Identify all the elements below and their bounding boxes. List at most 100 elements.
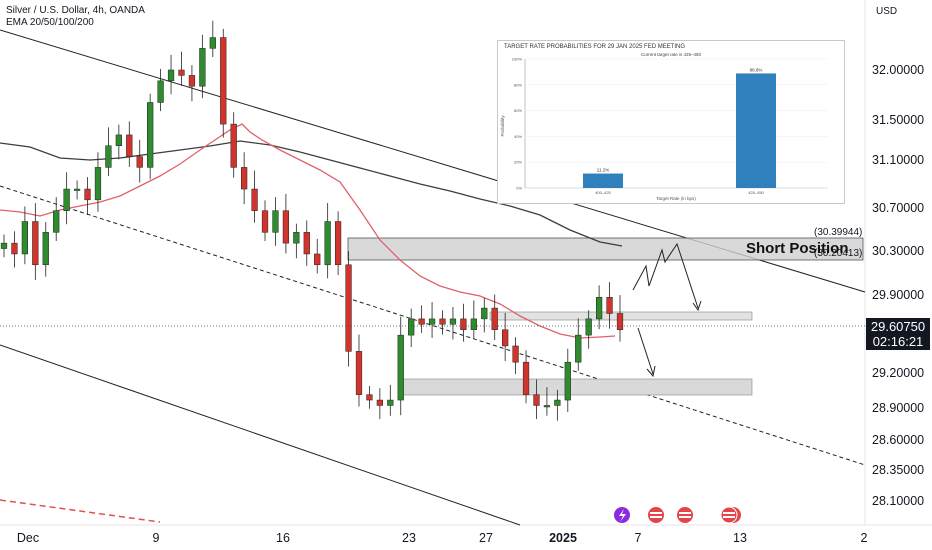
candle-body[interactable] [178, 69, 185, 76]
candle-body[interactable] [42, 232, 49, 266]
candle-body[interactable] [387, 399, 394, 406]
candle-body[interactable] [543, 405, 551, 408]
candle-body[interactable] [470, 318, 477, 330]
candle-body[interactable] [115, 134, 122, 147]
candle-body[interactable] [73, 188, 81, 191]
bar-countdown: 02:16:21 [872, 334, 924, 349]
candle-body[interactable] [136, 156, 143, 168]
candle-body[interactable] [147, 102, 154, 168]
inset-category-label: 425–450 [748, 190, 764, 195]
candle-body[interactable] [188, 75, 196, 87]
projection-arrow-down[interactable] [637, 327, 654, 375]
us-flag-event-icon[interactable] [677, 507, 693, 523]
candle-body[interactable] [585, 318, 592, 336]
candle-body[interactable] [460, 318, 467, 330]
indicator-legend[interactable]: EMA 20/50/100/200 [6, 17, 94, 28]
candle-body[interactable] [439, 318, 446, 325]
candle-body[interactable] [209, 37, 216, 49]
candle-body[interactable] [533, 394, 540, 406]
short-position-label: Short Position [746, 240, 849, 257]
candlestick-series[interactable] [0, 20, 624, 421]
inset-bar [583, 173, 623, 188]
candle-body[interactable] [241, 167, 248, 190]
candle-body[interactable] [502, 329, 509, 347]
candle-body[interactable] [251, 188, 258, 211]
candle-body[interactable] [157, 80, 164, 103]
candle-body[interactable] [449, 318, 457, 325]
price-tick-label: 30.70000 [872, 201, 924, 215]
candle-body[interactable] [606, 297, 613, 314]
candle-body[interactable] [564, 361, 571, 401]
ema-200-line[interactable] [0, 140, 623, 247]
inset-ytick-label: 20% [514, 160, 522, 165]
candle-body[interactable] [334, 221, 342, 266]
us-flag-event-icon[interactable] [648, 507, 664, 523]
red-dashed-line[interactable] [0, 499, 161, 523]
candle-body[interactable] [261, 210, 269, 233]
price-axis[interactable]: 32.00000 31.50000 31.10000 30.70000 30.3… [872, 63, 924, 508]
candle-body[interactable] [397, 334, 404, 401]
fed-probability-inset: TARGET RATE PROBABILITIES FOR 29 JAN 202… [497, 40, 845, 204]
candle-body[interactable] [94, 167, 102, 201]
channel-lower-line[interactable] [0, 344, 521, 526]
candle-body[interactable] [126, 134, 133, 157]
candle-body[interactable] [491, 307, 498, 330]
lightning-icon [619, 509, 626, 522]
economic-events[interactable] [614, 506, 741, 524]
candle-body[interactable] [293, 232, 300, 244]
candle-body[interactable] [428, 318, 436, 325]
inset-ytick-label: 100% [512, 57, 523, 62]
candle-body[interactable] [575, 334, 582, 363]
us-flag-event-icon[interactable] [720, 506, 738, 524]
currency-label[interactable]: USD [876, 6, 898, 17]
candle-body[interactable] [63, 188, 70, 211]
candle-body[interactable] [376, 399, 383, 406]
candle-body[interactable] [230, 123, 237, 168]
candle-body[interactable] [303, 232, 310, 255]
candle-body[interactable] [408, 318, 415, 336]
candle-body[interactable] [11, 242, 18, 255]
candle-body[interactable] [0, 242, 8, 249]
candle-body[interactable] [512, 345, 519, 363]
inset-ytick-label: 0% [516, 186, 522, 191]
projection-arrow-up[interactable] [632, 242, 699, 309]
inset-bar-value-label: 11.2% [597, 168, 609, 173]
candle-body[interactable] [481, 307, 488, 320]
current-price-value: 29.60750 [870, 319, 926, 334]
flag-stripe-icon [679, 516, 691, 518]
ema-50-line[interactable] [0, 123, 616, 339]
support-zone[interactable] [399, 378, 753, 396]
candle-body[interactable] [21, 221, 29, 255]
candle-body[interactable] [314, 253, 321, 266]
time-tick-label: 7 [635, 531, 642, 545]
candle-body[interactable] [595, 297, 603, 320]
channel-mid-line[interactable] [0, 185, 866, 466]
candle-body[interactable] [418, 318, 425, 325]
candle-body[interactable] [345, 264, 352, 352]
candle-body[interactable] [282, 210, 290, 244]
price-tick-label: 28.90000 [872, 401, 924, 415]
candle-body[interactable] [167, 69, 175, 82]
candle-body[interactable] [53, 210, 60, 233]
short-position-zone[interactable] [347, 237, 864, 261]
candle-body[interactable] [366, 394, 373, 401]
inset-category-label: 400–425 [595, 190, 611, 195]
candle-body[interactable] [554, 399, 561, 406]
flag-stripe-icon [650, 516, 662, 518]
candle-body[interactable] [32, 221, 39, 266]
candle-body[interactable] [220, 37, 227, 125]
time-tick-label: 13 [733, 531, 747, 545]
time-axis[interactable]: Dec 9 16 23 27 2025 7 13 2 [17, 531, 868, 545]
candle-body[interactable] [84, 188, 91, 201]
price-tick-label: 29.20000 [872, 366, 924, 380]
time-tick-label: 9 [153, 531, 160, 545]
price-tick-label: 30.30000 [872, 244, 924, 258]
candle-body[interactable] [272, 210, 279, 233]
candle-body[interactable] [616, 313, 624, 330]
candle-body[interactable] [324, 221, 331, 266]
candle-body[interactable] [522, 361, 530, 395]
candle-body[interactable] [105, 145, 112, 168]
level-bottom-label: (30.20413) [814, 248, 862, 259]
candle-body[interactable] [199, 48, 206, 87]
candle-body[interactable] [355, 351, 363, 395]
